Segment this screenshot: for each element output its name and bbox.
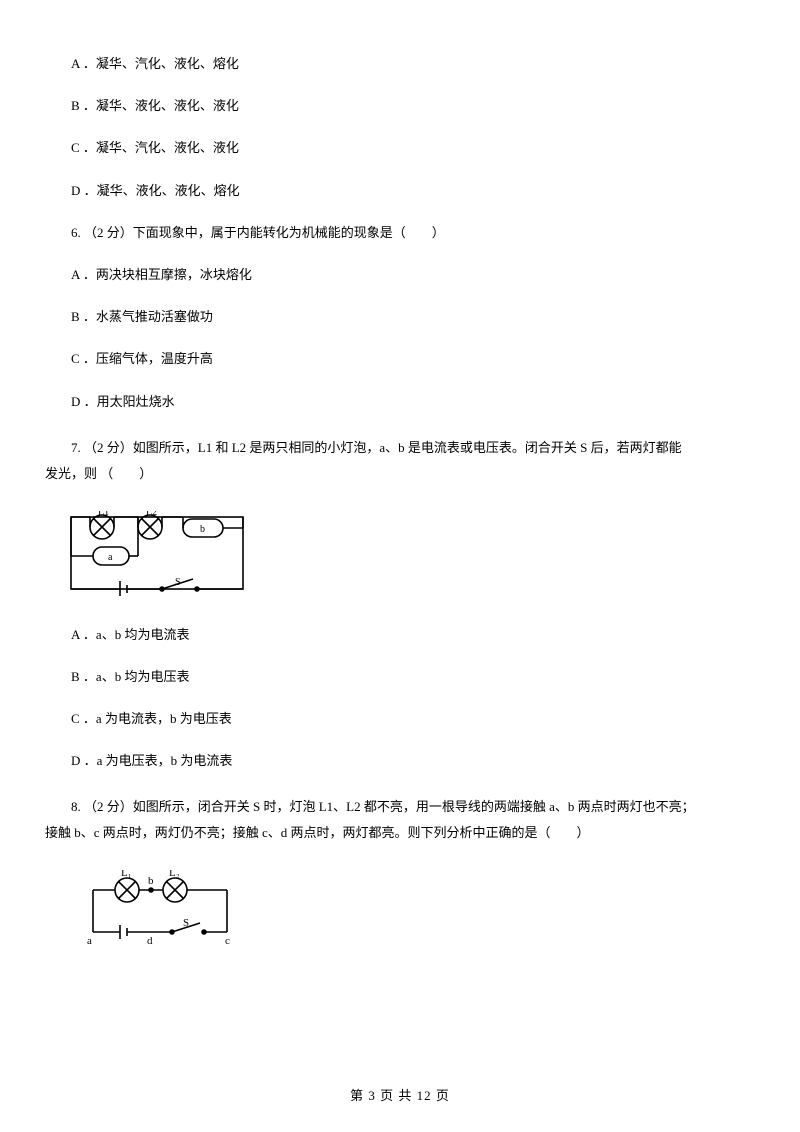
page-footer: 第 3 页 共 12 页 — [0, 1085, 800, 1104]
q6-option-b: B ．水蒸气推动活塞做功 — [45, 308, 755, 326]
label-L1: L1 — [98, 511, 109, 518]
q5-option-c: C ．凝华、汽化、液化、液化 — [45, 139, 755, 157]
label2-d: d — [147, 935, 153, 947]
label2-b: b — [148, 875, 154, 887]
q7-option-d: D ．a 为电压表，b 为电流表 — [45, 752, 755, 770]
q6-option-a: A ．两决块相互摩擦，冰块熔化 — [45, 266, 755, 284]
label-b: b — [200, 524, 205, 535]
q8-stem-line1: 8. （2 分）如图所示，闭合开关 S 时，灯泡 L1、L2 都不亮，用一根导线… — [45, 794, 755, 820]
label2-a: a — [87, 935, 92, 947]
circuit-diagram-q7: L1 L2 a b S — [65, 511, 250, 596]
q5-option-d: D ．凝华、液化、液化、熔化 — [45, 182, 755, 200]
q7-option-a: A ．a、b 均为电流表 — [45, 626, 755, 644]
q6-option-d: D ．用太阳灶烧水 — [45, 393, 755, 411]
label-a: a — [108, 552, 113, 563]
q8-stem: 8. （2 分）如图所示，闭合开关 S 时，灯泡 L1、L2 都不亮，用一根导线… — [45, 794, 755, 846]
q7-stem: 7. （2 分）如图所示，L1 和 L2 是两只相同的小灯泡，a、b 是电流表或… — [45, 435, 755, 487]
label-S: S — [175, 577, 181, 588]
q7-stem-line2: 发光，则 （ ） — [45, 461, 755, 487]
label2-L1: L₁ — [121, 870, 132, 879]
q5-option-b: B ．凝华、液化、液化、液化 — [45, 97, 755, 115]
label2-S: S — [183, 917, 189, 929]
label2-c: c — [225, 935, 230, 947]
q6-option-c: C ．压缩气体，温度升高 — [45, 350, 755, 368]
q7-option-c: C ．a 为电流表，b 为电压表 — [45, 710, 755, 728]
label-L2: L2 — [146, 511, 157, 518]
q8-stem-line2: 接触 b、c 两点时，两灯仍不亮；接触 c、d 两点时，两灯都亮。则下列分析中正… — [45, 820, 755, 846]
q7-option-b: B ．a、b 均为电压表 — [45, 668, 755, 686]
circuit-diagram-q8: L₁ L₂ b a d c S — [85, 870, 235, 948]
label2-L2: L₂ — [169, 870, 180, 879]
q7-stem-line1: 7. （2 分）如图所示，L1 和 L2 是两只相同的小灯泡，a、b 是电流表或… — [45, 435, 755, 461]
q6-stem: 6. （2 分）下面现象中，属于内能转化为机械能的现象是（ ） — [45, 224, 755, 242]
q5-option-a: A ．凝华、汽化、液化、熔化 — [45, 55, 755, 73]
